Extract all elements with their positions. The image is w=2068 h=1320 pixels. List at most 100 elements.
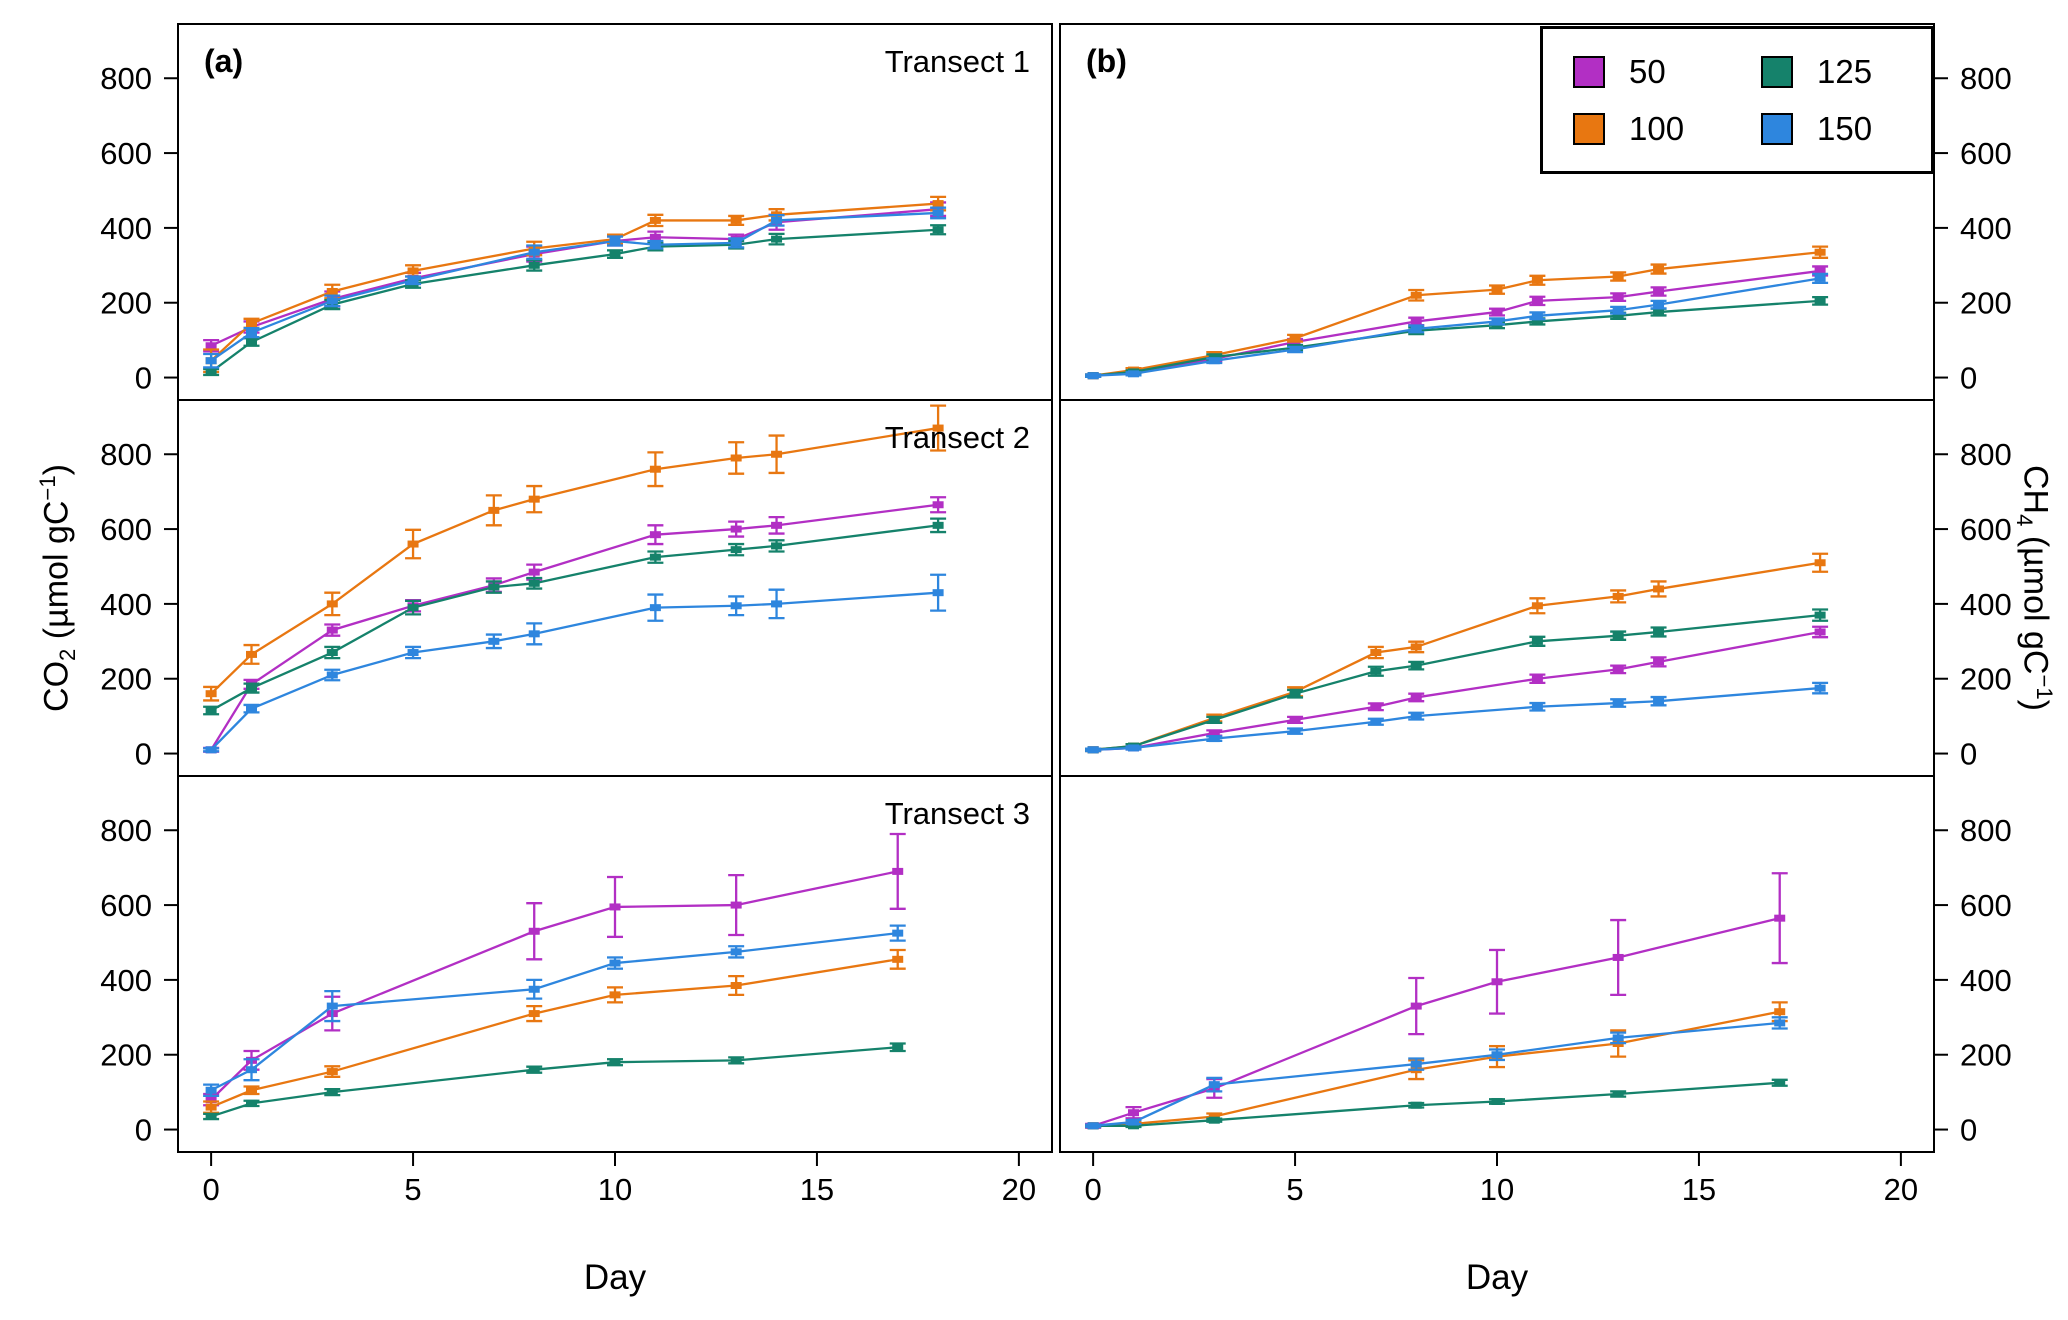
data-point <box>1289 690 1301 698</box>
data-point <box>730 948 742 956</box>
data-point <box>1128 1109 1140 1117</box>
data-point <box>1531 637 1543 645</box>
series-line <box>1092 251 1821 377</box>
series-line <box>210 503 939 751</box>
data-point <box>205 1096 217 1104</box>
data-point <box>528 1010 540 1018</box>
data-point <box>1208 1116 1220 1124</box>
data-point <box>892 1043 904 1051</box>
y-tick-label-left: 0 <box>135 1113 152 1148</box>
data-point <box>528 579 540 587</box>
series-ch4-transect3-100 <box>1085 1001 1788 1130</box>
data-point <box>771 600 783 608</box>
data-point <box>1491 308 1503 316</box>
data-point <box>1208 353 1220 361</box>
data-point <box>1814 297 1826 305</box>
legend-item-150: 150 <box>1761 100 1901 157</box>
y-tick-label-left: 0 <box>135 737 152 772</box>
data-point <box>932 226 944 234</box>
series-ch4-transect1-125 <box>1085 295 1829 380</box>
data-point <box>1774 1008 1786 1016</box>
y-tick-label-left: 400 <box>100 211 152 246</box>
data-point <box>1410 317 1422 325</box>
data-point <box>1128 1122 1140 1130</box>
data-point <box>407 267 419 275</box>
y-tick-label-right: 800 <box>1960 813 2012 848</box>
data-point <box>609 903 621 911</box>
data-point <box>609 250 621 258</box>
y-tick-label-left: 800 <box>100 813 152 848</box>
y-tick-label-right: 600 <box>1960 888 2012 923</box>
y-tick-label-left: 600 <box>100 888 152 923</box>
y-axis-label-co2-sup: −1 <box>34 475 60 501</box>
y-tick-label-left: 800 <box>100 61 152 96</box>
series-ch4-transect3-150 <box>1085 1016 1788 1130</box>
data-point <box>1814 248 1826 256</box>
y-tick-label-right: 400 <box>1960 211 2012 246</box>
data-point <box>771 521 783 529</box>
data-point <box>1208 735 1220 743</box>
panel-border <box>1059 399 1935 777</box>
data-point <box>488 506 500 514</box>
panel-annotation-co2-transect2: Transect 2 <box>885 420 1030 455</box>
data-point <box>1491 1051 1503 1059</box>
data-point <box>730 454 742 462</box>
series-ch4-transect1-150 <box>1085 272 1829 380</box>
series-line <box>210 211 939 362</box>
legend: 50 100 125 150 <box>1540 26 1934 174</box>
data-point <box>1410 291 1422 299</box>
panel-annotation-co2-transect3: Transect 3 <box>885 796 1030 831</box>
series-line <box>1092 917 1780 1127</box>
data-point <box>1208 729 1220 737</box>
data-point <box>528 568 540 576</box>
series-co2-transect1-100 <box>203 195 947 374</box>
panel-tag-ch4-transect1: (b) <box>1086 43 1127 79</box>
panel-border <box>177 23 1053 401</box>
x-tick-label: 0 <box>202 1172 219 1207</box>
x-tick-label: 0 <box>1084 1172 1101 1207</box>
series-line <box>1093 1021 1780 1127</box>
x-tick-label: 20 <box>1884 1172 1918 1207</box>
series-co2-transect3-125 <box>203 1042 906 1121</box>
data-point <box>246 1066 258 1074</box>
series-co2-transect2-150 <box>203 573 947 754</box>
series-line <box>1093 630 1821 751</box>
panel-co2-transect3 <box>203 832 906 1121</box>
data-point <box>407 540 419 548</box>
y-tick-label-right: 0 <box>1960 361 1977 396</box>
legend-label-100: 100 <box>1629 109 1685 147</box>
y-axis-label-ch4-unit: (µmol gC <box>2016 526 2055 675</box>
legend-swatch-100 <box>1573 112 1605 145</box>
data-point <box>771 542 783 550</box>
data-point <box>609 991 621 999</box>
data-point <box>1612 273 1624 281</box>
series-co2-transect2-125 <box>203 517 947 716</box>
x-axis-label-left: Day <box>583 1258 647 1297</box>
series-co2-transect3-150 <box>203 924 906 1098</box>
series-co2-transect3-100 <box>203 948 906 1114</box>
data-point <box>1814 267 1826 275</box>
x-tick-label: 10 <box>1480 1172 1514 1207</box>
y-tick-label-left: 200 <box>100 286 152 321</box>
data-point <box>892 867 904 875</box>
data-point <box>1531 703 1543 711</box>
data-point <box>326 671 338 679</box>
data-point <box>1774 1079 1786 1087</box>
series-ch4-transect1-50 <box>1085 265 1829 380</box>
data-point <box>1208 1112 1220 1120</box>
data-point <box>1653 658 1665 666</box>
data-point <box>932 200 944 208</box>
y-tick-label-right: 800 <box>1960 437 2012 472</box>
data-point <box>528 1066 540 1074</box>
data-point <box>730 982 742 990</box>
data-point <box>1410 1002 1422 1010</box>
y-tick-label-right: 0 <box>1960 737 1977 772</box>
data-point <box>609 1058 621 1066</box>
data-point <box>932 424 944 432</box>
y-tick-label-right: 800 <box>1960 61 2012 96</box>
series-ch4-transect2-50 <box>1085 625 1829 754</box>
data-point <box>1612 592 1624 600</box>
data-point <box>1612 312 1624 320</box>
y-tick-label-left: 600 <box>100 512 152 547</box>
